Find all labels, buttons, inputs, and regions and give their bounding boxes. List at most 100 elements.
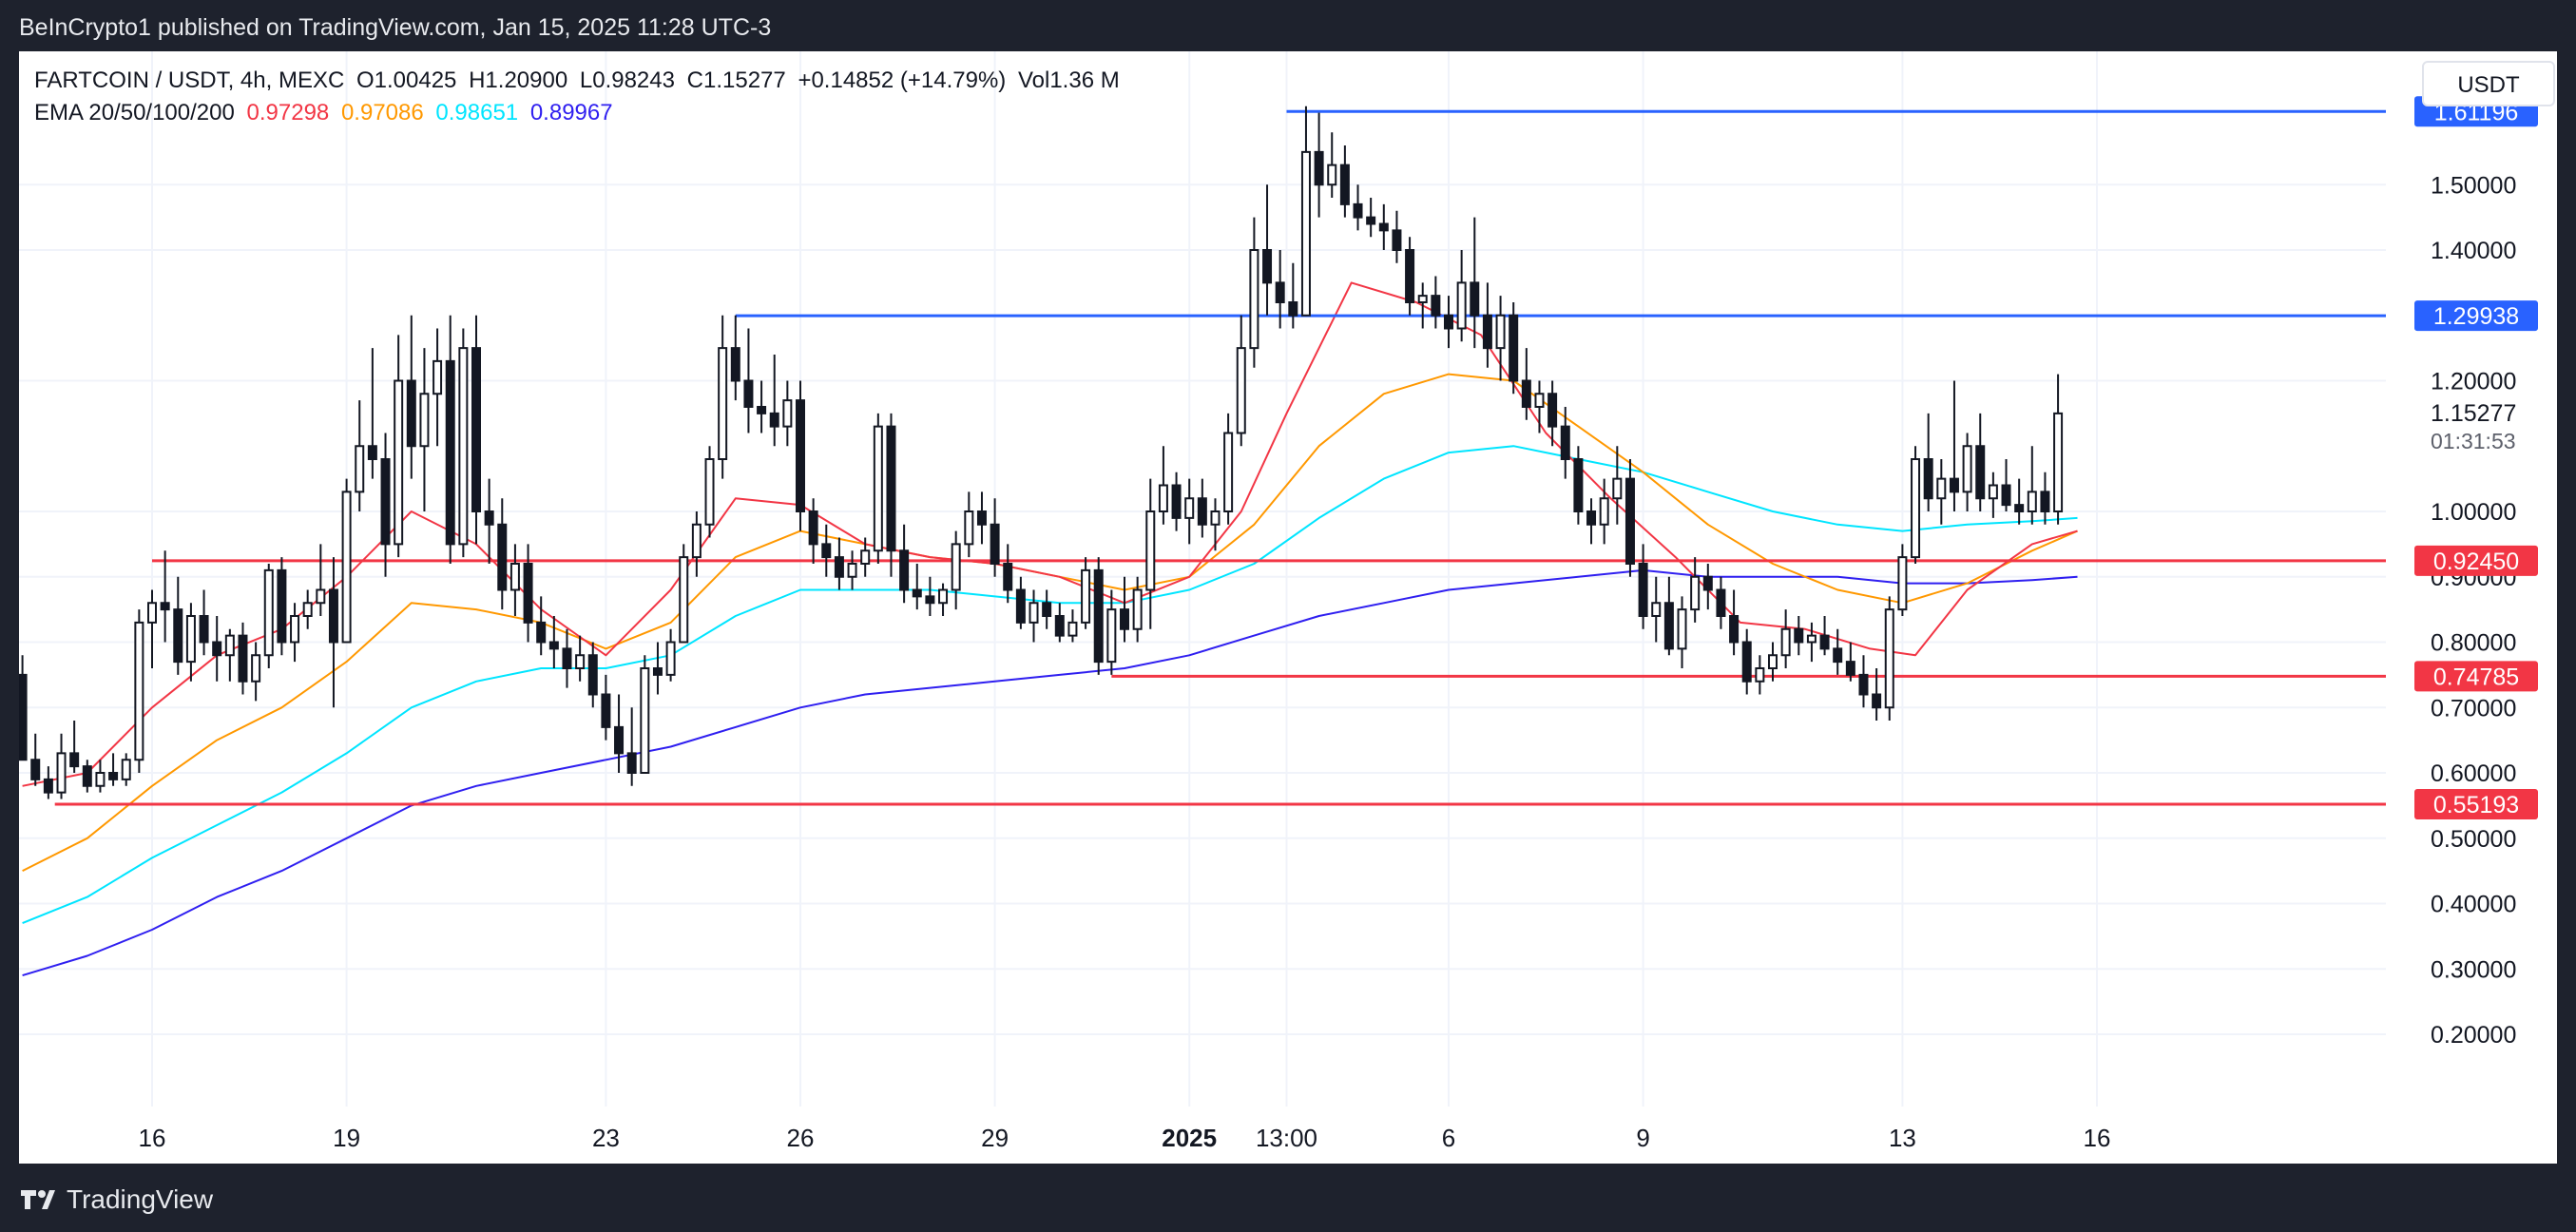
candle <box>458 328 469 558</box>
candle <box>1158 446 1168 525</box>
candle-body-up <box>1936 477 1947 500</box>
tradingview-brand[interactable]: TradingView <box>19 1184 213 1215</box>
candle-body-down <box>743 379 754 408</box>
candle-body-up <box>575 654 586 669</box>
candle <box>108 753 119 786</box>
ema-indicator-label[interactable]: EMA 20/50/100/200 <box>34 100 235 125</box>
candle-body-up <box>185 615 196 664</box>
candle-body-up <box>964 510 974 546</box>
candle-body-down <box>484 510 494 526</box>
chart-area[interactable]: 1.50000 1.40000 1.20000 1.00000 0.90000 0.800… <box>19 51 2557 1164</box>
candle <box>1249 217 1259 368</box>
legend-high: 1.20900 <box>485 67 568 93</box>
candle-body-down <box>548 641 559 650</box>
candle <box>601 674 611 741</box>
candle <box>121 753 131 786</box>
candle <box>1314 112 1324 218</box>
time-tick-label: 26 <box>787 1124 815 1152</box>
candle <box>1054 603 1065 643</box>
candle-body-down <box>1573 458 1584 512</box>
tradingview-logo-icon <box>21 1190 55 1209</box>
candle-body-down <box>912 588 922 598</box>
price-tick-label: 1.00000 <box>2431 499 2516 526</box>
candle <box>1586 498 1597 545</box>
candle-body-down <box>1586 510 1597 526</box>
candle-body-down <box>1845 661 1855 676</box>
candle <box>2053 374 2064 525</box>
candle-body-down <box>1482 314 1492 350</box>
candle-body-down <box>808 510 818 546</box>
candle-body-down <box>1431 295 1441 317</box>
price-axis: 1.500001.400001.200001.000000.900000.800… <box>2386 51 2557 1164</box>
candle <box>43 766 53 799</box>
candle-body-down <box>1470 281 1480 317</box>
price-tick-label: 0.60000 <box>2431 760 2516 787</box>
candle-body-down <box>1015 588 1026 624</box>
candle-body-down <box>1353 202 1363 219</box>
symbol-info[interactable]: FARTCOIN / USDT, 4h, MEXC <box>34 67 345 93</box>
price-label-bg <box>2414 545 2538 576</box>
candle-body-down <box>1197 497 1207 526</box>
candle <box>1067 609 1078 643</box>
candle <box>1534 380 1545 433</box>
candle <box>925 576 935 616</box>
candle <box>1612 446 1623 525</box>
candle <box>1300 106 1311 317</box>
candle-body-down <box>834 556 844 578</box>
candle-body-down <box>1392 229 1402 251</box>
candle-body-up <box>95 772 106 787</box>
candle-body-up <box>1210 510 1221 526</box>
candle-body-down <box>30 759 41 780</box>
candle <box>1353 184 1363 231</box>
time-tick-label: 19 <box>333 1124 360 1152</box>
price-label-text: 0.92450 <box>2433 549 2519 575</box>
ema200-line <box>22 568 2078 977</box>
support-price-label: 0.92450 <box>2414 545 2538 576</box>
candle-body-up <box>509 563 520 591</box>
candle-body-down <box>199 615 209 644</box>
legend-change: +0.14852 (+14.79%) <box>798 67 1007 93</box>
candle <box>1624 459 1635 577</box>
candle <box>497 498 508 610</box>
candle <box>290 603 300 663</box>
candle-body-up <box>1651 602 1662 617</box>
candle <box>665 628 676 682</box>
candle <box>56 733 67 799</box>
price-label-bg <box>2414 789 2538 820</box>
candle-body-up <box>316 588 326 605</box>
candle <box>1509 302 1519 395</box>
candle-body-down <box>976 510 987 526</box>
candle-body-up <box>251 654 261 683</box>
price-chart[interactable]: 1.500001.400001.200001.000000.900000.800… <box>19 51 2557 1164</box>
candle-body-up <box>394 379 404 546</box>
candle-body-up <box>847 563 857 578</box>
candle-body-up <box>224 634 235 657</box>
candle <box>1651 576 1662 643</box>
candle-body-down <box>1702 575 1713 591</box>
candle-body-up <box>1988 484 1998 500</box>
candle-body-up <box>1884 608 1894 709</box>
candle <box>1573 446 1584 525</box>
candle <box>1716 576 1726 629</box>
candle-body-up <box>1677 608 1687 650</box>
candle-body-down <box>367 445 377 460</box>
candle-body-down <box>796 399 805 512</box>
candle <box>302 589 313 629</box>
candle <box>1470 217 1480 349</box>
candle-body-up <box>147 602 157 624</box>
candle <box>1431 276 1441 329</box>
candle-body-down <box>1093 568 1104 664</box>
candle <box>821 524 832 577</box>
candle <box>1327 132 1337 198</box>
price-axis-bg <box>2386 51 2557 1164</box>
candle <box>277 557 287 656</box>
time-tick-label: 2025 <box>1162 1124 1217 1152</box>
candle <box>1872 668 1882 721</box>
candle-body-down <box>757 406 767 414</box>
currency-button[interactable]: USDT <box>2422 61 2555 106</box>
candle-body-down <box>497 523 508 591</box>
candle <box>1210 498 1221 551</box>
candle-body-up <box>640 667 650 774</box>
candle-body-down <box>1729 615 1740 644</box>
legend-low: 0.98243 <box>592 67 675 93</box>
